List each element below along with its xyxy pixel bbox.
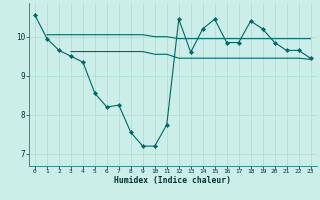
- X-axis label: Humidex (Indice chaleur): Humidex (Indice chaleur): [114, 176, 231, 185]
